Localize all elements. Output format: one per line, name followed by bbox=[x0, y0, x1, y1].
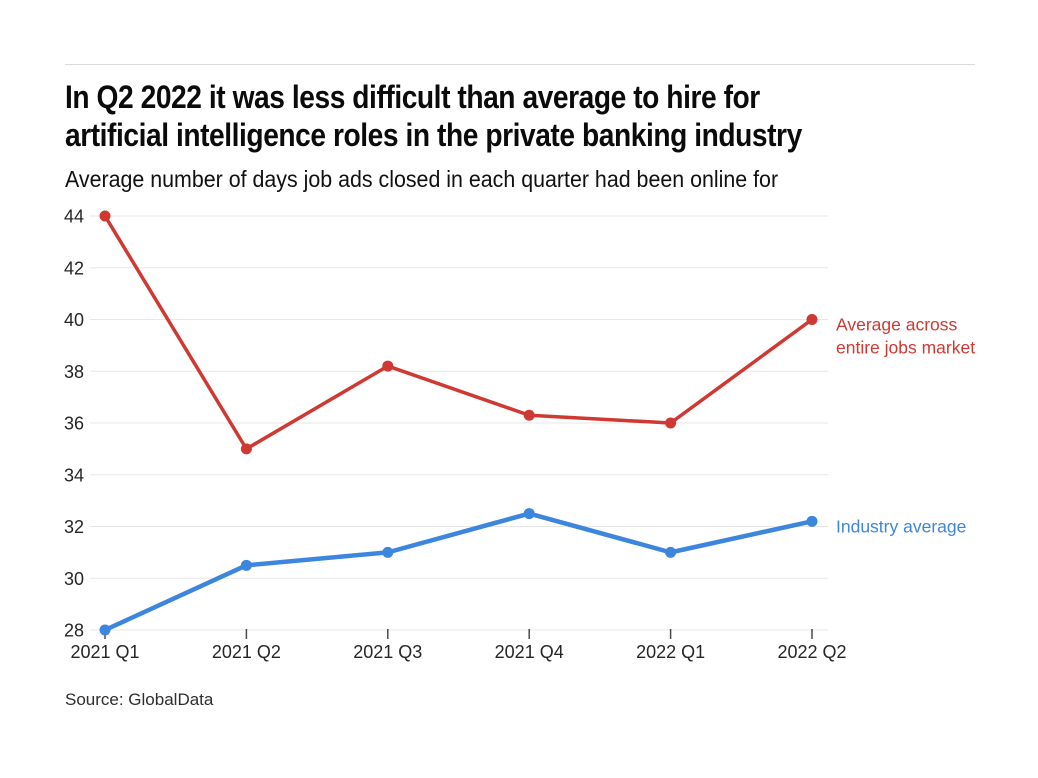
data-point-average-across-entire-jobs-market bbox=[382, 360, 394, 372]
data-point-average-across-entire-jobs-market bbox=[99, 210, 111, 222]
data-point-average-across-entire-jobs-market bbox=[240, 443, 252, 455]
x-axis-label: 2021 Q3 bbox=[353, 642, 422, 662]
data-point-industry-average bbox=[99, 624, 111, 636]
data-point-average-across-entire-jobs-market bbox=[665, 417, 677, 429]
y-axis-label: 44 bbox=[64, 207, 84, 227]
y-axis-label: 34 bbox=[64, 465, 84, 485]
series-label-average-across-entire-jobs-market: entire jobs market bbox=[836, 338, 975, 358]
y-axis-label: 40 bbox=[64, 310, 84, 330]
data-point-industry-average bbox=[523, 508, 535, 520]
series-line-industry-average bbox=[102, 511, 815, 633]
chart-subtitle: Average number of days job ads closed in… bbox=[65, 166, 779, 192]
x-axis-label: 2022 Q2 bbox=[777, 642, 846, 662]
y-axis-label: 38 bbox=[64, 362, 84, 382]
chart-title-line2: artificial intelligence roles in the pri… bbox=[65, 117, 802, 153]
y-axis-label: 32 bbox=[64, 517, 84, 537]
data-point-average-across-entire-jobs-market bbox=[806, 314, 818, 325]
data-point-industry-average bbox=[665, 546, 677, 558]
y-axis-label: 28 bbox=[64, 621, 84, 641]
y-axis-label: 42 bbox=[64, 258, 84, 278]
x-axis-label: 2021 Q2 bbox=[212, 642, 281, 662]
y-axis-label: 30 bbox=[64, 569, 84, 589]
data-point-average-across-entire-jobs-market bbox=[523, 409, 535, 421]
source-note: Source: GlobalData bbox=[65, 690, 214, 709]
data-point-industry-average bbox=[806, 515, 818, 527]
x-axis-label: 2022 Q1 bbox=[636, 642, 705, 662]
series-label-average-across-entire-jobs-market: Average across bbox=[836, 315, 958, 335]
chart-title-line1: In Q2 2022 it was less difficult than av… bbox=[65, 79, 760, 115]
y-axis-label: 36 bbox=[64, 414, 84, 434]
data-point-industry-average bbox=[382, 546, 394, 558]
series-label-industry-average: Industry average bbox=[836, 516, 966, 536]
data-point-industry-average bbox=[240, 559, 252, 571]
series-line-average-across-entire-jobs-market bbox=[103, 214, 814, 451]
x-axis-label: 2021 Q4 bbox=[495, 642, 564, 662]
top-divider bbox=[65, 64, 975, 65]
chart-title: In Q2 2022 it was less difficult than av… bbox=[65, 78, 802, 154]
x-axis-label: 2021 Q1 bbox=[70, 642, 139, 662]
